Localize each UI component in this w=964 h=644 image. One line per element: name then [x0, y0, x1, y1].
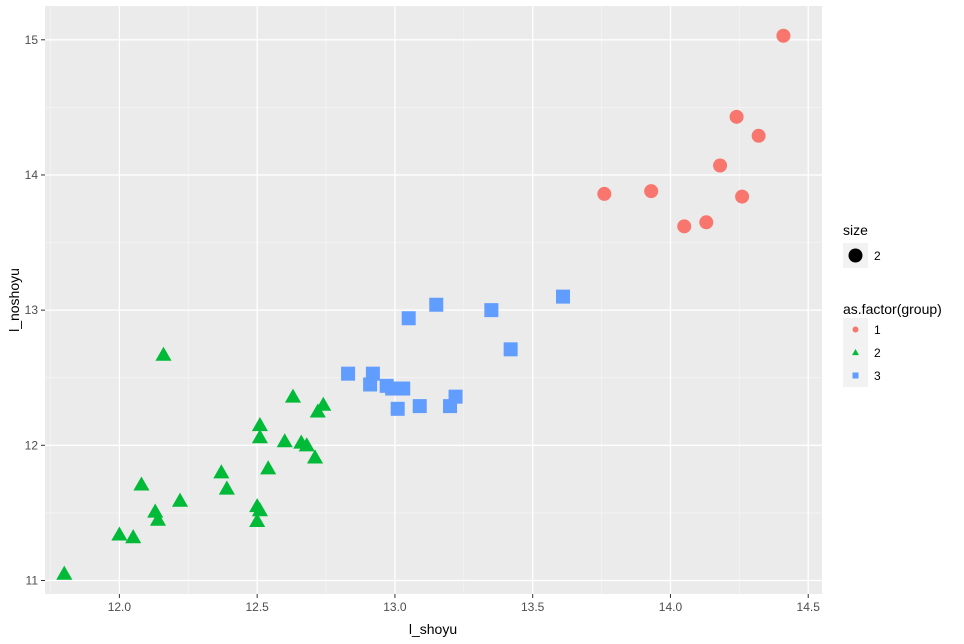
point-group-2 — [251, 416, 268, 432]
x-tick-label: 12.0 — [108, 600, 132, 614]
y-tick-label: 15 — [25, 33, 39, 47]
point-group-1 — [776, 28, 791, 43]
point-group-3 — [363, 377, 378, 392]
legend-key-group-3 — [852, 372, 859, 379]
point-group-2 — [251, 429, 268, 444]
point-group-2 — [125, 529, 142, 544]
point-group-2 — [155, 346, 172, 361]
y-tick-label: 14 — [25, 168, 39, 182]
legend: size 2 as.factor(group) 1 2 3 — [843, 222, 942, 387]
point-group-2 — [213, 464, 230, 479]
point-group-3 — [503, 342, 518, 357]
point-group-2 — [171, 492, 189, 507]
minor-gridlines — [45, 6, 822, 594]
point-group-2 — [298, 437, 315, 452]
point-group-2 — [284, 388, 302, 403]
point-group-1 — [735, 189, 750, 204]
y-axis-title: l_noshoyu — [6, 268, 22, 332]
point-group-1 — [699, 215, 714, 230]
point-group-3 — [341, 366, 356, 381]
legend-title-size: size — [843, 222, 868, 238]
legend-label-group-2: 2 — [874, 346, 881, 360]
legend-key-group-1 — [852, 326, 859, 333]
point-group-2 — [260, 460, 277, 475]
point-group-3 — [365, 366, 380, 381]
point-group-2 — [149, 511, 167, 526]
legend-key-group-2 — [852, 349, 859, 356]
point-group-2 — [276, 433, 293, 448]
legend-label-size: 2 — [874, 249, 881, 263]
point-group-3 — [396, 381, 411, 396]
point-group-1 — [677, 219, 692, 234]
x-axis-title: l_shoyu — [409, 621, 457, 637]
point-group-1 — [644, 184, 659, 199]
point-group-3 — [448, 389, 463, 404]
point-group-1 — [751, 128, 766, 143]
y-tick-label: 12 — [25, 438, 39, 452]
point-group-3 — [385, 381, 400, 396]
y-tick-label: 11 — [26, 573, 39, 587]
x-axis: 12.0 12.5 13.0 13.5 14.0 14.5 — [108, 594, 821, 614]
legend-label-group-1: 1 — [874, 323, 881, 337]
x-tick-label: 14.5 — [797, 600, 821, 614]
data-points — [56, 28, 791, 580]
x-tick-label: 12.5 — [245, 600, 269, 614]
legend-key-size — [848, 248, 863, 263]
point-group-1 — [713, 158, 728, 173]
x-tick-label: 13.5 — [521, 600, 545, 614]
x-tick-label: 13.0 — [383, 600, 407, 614]
y-tick-label: 13 — [25, 303, 39, 317]
point-group-2 — [218, 480, 235, 495]
legend-label-group-3: 3 — [874, 369, 881, 383]
point-group-3 — [484, 303, 499, 318]
point-group-2 — [133, 476, 150, 491]
point-group-3 — [401, 311, 416, 326]
point-group-2 — [315, 396, 332, 411]
point-group-1 — [597, 186, 612, 201]
point-group-2 — [56, 565, 73, 580]
point-group-2 — [249, 512, 266, 528]
point-group-3 — [390, 401, 405, 416]
point-group-3 — [429, 297, 444, 312]
point-group-2 — [306, 449, 324, 464]
point-group-1 — [729, 109, 744, 124]
y-axis: 11 12 13 14 15 — [25, 33, 45, 587]
x-tick-label: 14.0 — [659, 600, 683, 614]
point-group-3 — [412, 399, 427, 414]
legend-title-group: as.factor(group) — [843, 301, 942, 317]
point-group-2 — [251, 502, 268, 517]
point-group-3 — [556, 289, 570, 304]
point-group-2 — [111, 526, 128, 541]
